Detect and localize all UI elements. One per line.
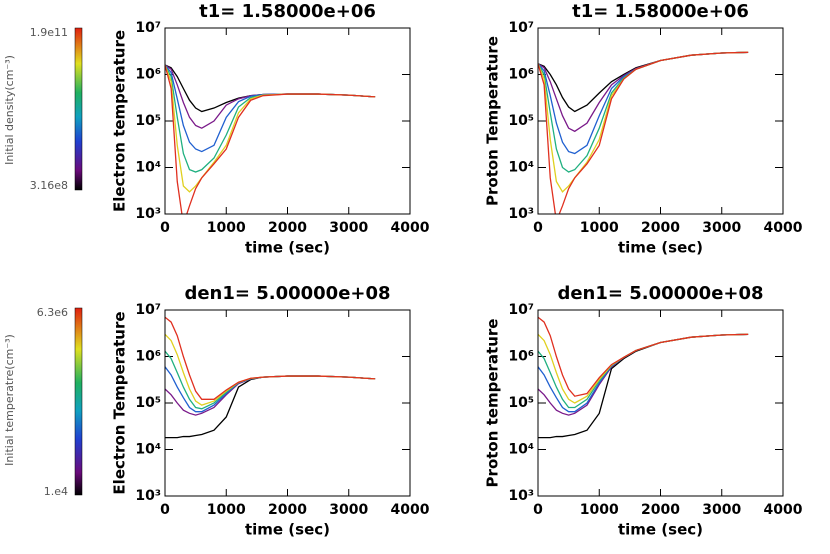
series-group — [538, 51, 749, 214]
y-tick-label: 10⁴ — [135, 442, 161, 458]
x-axis-label: time (sec) — [245, 521, 330, 539]
y-tick-label: 10⁶ — [135, 349, 161, 365]
line — [165, 333, 376, 406]
x-tick-label: 4000 — [391, 502, 430, 518]
x-tick-label: 0 — [160, 220, 170, 236]
y-axis-label: Electron temperature — [111, 30, 129, 212]
x-tick-label: 4000 — [764, 502, 803, 518]
x-tick-label: 2000 — [641, 220, 680, 236]
x-axis-label: time (sec) — [618, 521, 703, 539]
x-tick-label: 3000 — [702, 502, 741, 518]
x-axis-label: time (sec) — [245, 239, 330, 257]
line — [165, 64, 376, 193]
line — [165, 350, 376, 410]
series-group — [165, 316, 376, 439]
line — [538, 51, 749, 214]
y-tick-label: 10⁶ — [135, 67, 161, 83]
x-tick-label: 0 — [533, 502, 543, 518]
y-tick-label: 10⁶ — [508, 67, 534, 83]
line — [538, 51, 749, 155]
plot-frame — [537, 309, 784, 497]
x-axis-label: time (sec) — [618, 239, 703, 257]
line — [165, 64, 376, 113]
x-tick-label: 3000 — [702, 220, 741, 236]
line — [165, 366, 376, 413]
y-tick-label: 10⁷ — [135, 302, 161, 318]
x-tick-label: 2000 — [641, 502, 680, 518]
y-tick-label: 10⁶ — [508, 349, 534, 365]
y-tick-label: 10⁴ — [508, 160, 534, 176]
colorbar-label: Initial density(cm⁻³) — [3, 55, 16, 165]
x-tick-label: 0 — [160, 502, 170, 518]
colorbar-max: 6.3e6 — [37, 306, 68, 319]
y-tick-label: 10⁴ — [135, 160, 161, 176]
plot-frame — [164, 27, 411, 215]
line — [165, 64, 376, 214]
x-tick-label: 1000 — [580, 502, 619, 518]
y-tick-label: 10⁵ — [508, 395, 534, 411]
y-tick-label: 10⁵ — [135, 113, 161, 129]
y-tick-label: 10⁷ — [135, 20, 161, 36]
y-tick-label: 10³ — [508, 206, 534, 222]
y-tick-label: 10⁷ — [508, 20, 534, 36]
line — [538, 333, 749, 409]
line — [538, 51, 749, 113]
line — [165, 64, 376, 173]
line — [165, 64, 376, 129]
plot-frame — [164, 309, 411, 497]
line — [538, 333, 749, 416]
line — [538, 333, 749, 439]
x-tick-label: 1000 — [580, 220, 619, 236]
x-tick-label: 2000 — [268, 220, 307, 236]
line — [538, 316, 749, 397]
colorbar-label: Initial temperatre(cm⁻³) — [3, 334, 16, 466]
line — [165, 375, 376, 416]
line — [538, 51, 749, 133]
x-tick-label: 4000 — [391, 220, 430, 236]
y-tick-label: 10⁵ — [135, 395, 161, 411]
y-tick-label: 10⁷ — [508, 302, 534, 318]
chart-title: den1= 5.00000e+08 — [184, 283, 390, 304]
line — [165, 375, 376, 439]
y-tick-label: 10³ — [135, 488, 161, 504]
chart-title: den1= 5.00000e+08 — [557, 283, 763, 304]
x-tick-label: 1000 — [207, 502, 246, 518]
y-axis-label: Proton temperature — [484, 319, 502, 488]
series-group — [165, 64, 376, 214]
colorbar — [74, 27, 83, 191]
y-tick-label: 10³ — [508, 488, 534, 504]
x-tick-label: 4000 — [764, 220, 803, 236]
colorbar-max: 1.9e11 — [30, 26, 68, 39]
y-axis-label: Electron Temperature — [111, 311, 129, 494]
series-group — [538, 316, 749, 439]
line — [538, 51, 749, 173]
line — [165, 316, 376, 400]
line — [538, 51, 749, 193]
chart-title: t1= 1.58000e+06 — [572, 1, 749, 22]
colorbar-min: 1.e4 — [44, 485, 68, 498]
x-tick-label: 2000 — [268, 502, 307, 518]
line — [538, 333, 749, 404]
x-tick-label: 3000 — [329, 502, 368, 518]
x-tick-label: 0 — [533, 220, 543, 236]
plot-frame — [537, 27, 784, 215]
y-tick-label: 10³ — [135, 206, 161, 222]
y-tick-label: 10⁵ — [508, 113, 534, 129]
colorbar-min: 3.16e8 — [30, 179, 68, 192]
y-tick-label: 10⁴ — [508, 442, 534, 458]
x-tick-label: 1000 — [207, 220, 246, 236]
colorbar — [74, 307, 83, 496]
chart-title: t1= 1.58000e+06 — [199, 1, 376, 22]
x-tick-label: 3000 — [329, 220, 368, 236]
y-axis-label: Proton Temperature — [484, 36, 502, 206]
